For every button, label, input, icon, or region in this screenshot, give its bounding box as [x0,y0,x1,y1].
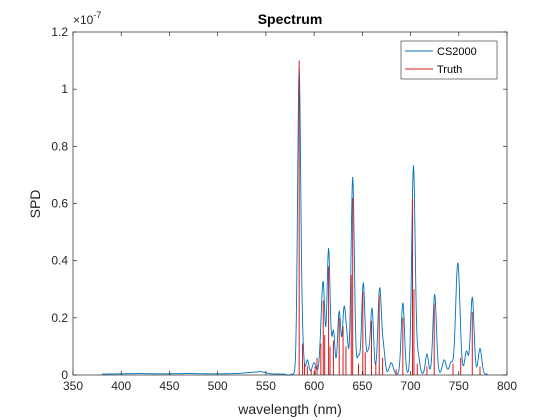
x-axis-label: wavelength (nm) [237,401,342,417]
plot-area [73,32,507,375]
y-tick-label: 1.2 [51,25,68,39]
x-tick-label: 600 [304,379,324,393]
axes-layer: 350 400 450 500 550 600 650 700 750 800 0 0.2 0.4 0.6… [51,25,517,393]
y-tick-label: 0.2 [51,311,68,325]
y-exponent-power: -7 [93,10,101,20]
legend-label-cs2000: CS2000 [437,46,477,58]
x-tick-label: 700 [401,379,421,393]
x-tick-label: 400 [111,379,131,393]
x-tick-label: 550 [256,379,276,393]
legend[interactable]: CS2000 Truth [400,40,498,80]
x-tick-label: 800 [497,379,517,393]
x-tick-label: 500 [208,379,228,393]
series-line-cs2000 [101,67,488,376]
chart-title: Spectrum [258,11,323,27]
legend-box [400,40,498,80]
x-tick-label: 750 [449,379,469,393]
x-tick-label: 650 [352,379,372,393]
legend-label-truth: Truth [437,64,462,76]
x-tick-label: 450 [159,379,179,393]
x-tick-label: 350 [63,379,83,393]
y-tick-label: 0.8 [51,139,68,153]
y-exponent-label: ×10-7 [73,10,101,27]
y-exponent-base: ×10 [73,13,94,27]
series-layer [101,60,488,376]
y-tick-label: 1 [61,82,68,96]
y-axis-label: SPD [27,190,43,219]
y-tick-label: 0 [61,368,68,382]
y-tick-label: 0.6 [51,197,68,211]
y-tick-label: 0.4 [51,254,68,268]
